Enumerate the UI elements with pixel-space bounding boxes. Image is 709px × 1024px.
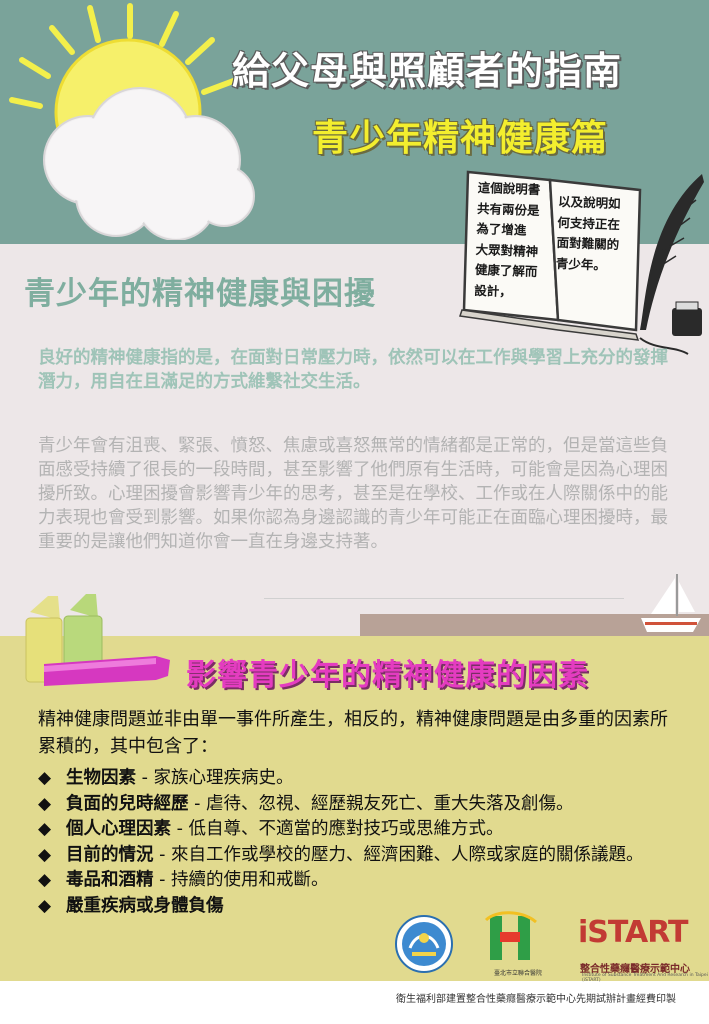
book-quill-illustration [459,170,704,355]
diamond-bullet-icon: ◆ [38,844,52,865]
factor-name: 目前的情況 [66,844,154,865]
footer-credit: 衛生福利部建置整合性藥癮醫療示範中心先期試辦計畫經費印製 [396,994,676,1005]
book-text-right: 以及說明如 何支持正在 面對難關的 青少年。 [555,193,621,273]
factor-description: - 虐待、忽視、經歷親友死亡、重大失落及創傷。 [188,793,574,814]
section1-title: 青少年的精神健康與困擾 [24,276,376,312]
diamond-bullet-icon: ◆ [38,793,52,814]
factor-name: 負面的兒時經歷 [66,793,189,814]
section2-band [0,636,709,981]
istart-english-name: Institute of Substance Treatment And Res… [582,973,708,983]
factor-description: - 家族心理疾病史。 [136,768,294,788]
factor-description: - 持續的使用和戒斷。 [153,870,329,890]
ink-swirl [639,337,689,355]
page-subtitle: 青少年精神健康篇 [312,118,609,159]
ministry-logo-icon [395,915,453,973]
list-item: ◆ 負面的兒時經歷 - 虐待、忽視、經歷親友死亡、重大失落及創傷。 [38,792,698,816]
page-title: 給父母與照顧者的指南 [232,49,623,93]
istart-logo: iSTART [578,915,688,950]
book-spine [459,309,640,341]
diamond-bullet-icon: ◆ [38,870,52,890]
taipei-hospital-name: 臺北市立聯合醫院 [494,970,543,977]
diamond-bullet-icon: ◆ [38,819,52,839]
list-item: ◆ 個人心理因素 - 低自尊、不適當的應對技巧或思維方式。 [38,817,698,841]
list-item: ◆ 嚴重疾病或身體負傷 [38,894,698,918]
factor-list: ◆ 生物因素 - 家族心理疾病史。 ◆ 負面的兒時經歷 - 虐待、忽視、經歷親友… [38,766,698,919]
sun-clouds-illustration [9,3,255,240]
divider-strip [360,614,709,636]
book-right-page [548,178,642,332]
section2-title: 影響青少年的精神健康的因素 [186,658,589,693]
quill-barbs [653,199,697,271]
list-item: ◆ 毒品和酒精 - 持續的使用和戒斷。 [38,868,698,892]
divider-line [264,598,624,599]
taipei-hospital-logo-icon [484,911,537,960]
factor-name: 個人心理因素 [66,819,171,839]
list-item: ◆ 目前的情況 - 來自工作或學校的壓力、經濟困難、人際或家庭的關係議題。 [38,843,698,867]
section1-highlight-paragraph: 良好的精神健康指的是，在面對日常壓力時，依然可以在工作與學習上充分的發揮潛力，用… [38,348,668,392]
quill-icon [640,174,704,330]
diamond-bullet-icon: ◆ [38,768,52,788]
factor-description: - 來自工作或學校的壓力、經濟困難、人際或家庭的關係議題。 [153,844,644,865]
section1-body-paragraph: 青少年會有沮喪、緊張、憤怒、焦慮或喜怒無常的情緒都是正常的，但是當這些負面感受持… [38,436,668,552]
list-item: ◆ 生物因素 - 家族心理疾病史。 [38,766,698,790]
cloud-fill [46,90,252,238]
diamond-bullet-icon: ◆ [38,895,52,916]
istart-center-name: 整合性藥癮醫療示範中心 [580,964,690,975]
factor-name: 嚴重疾病或身體負傷 [66,895,224,916]
book-text-left: 這個說明書 共有兩份是 為了增進 大眾對精神 健康了解而 設計， [473,179,541,299]
factor-name: 生物因素 [66,768,136,788]
sun-rays [9,3,239,109]
highlighters-illustration [25,594,170,686]
factor-name: 毒品和酒精 [66,870,154,890]
ink-bottle-icon [672,308,702,336]
section2-intro-paragraph: 精神健康問題並非由單一事件所產生，相反的，精神健康問題是由多重的因素所累積的，其… [38,709,668,757]
factor-description: - 低自尊、不適當的應對技巧或思維方式。 [171,819,504,839]
sailboat-icon [641,574,701,632]
footer-band [0,981,709,1024]
